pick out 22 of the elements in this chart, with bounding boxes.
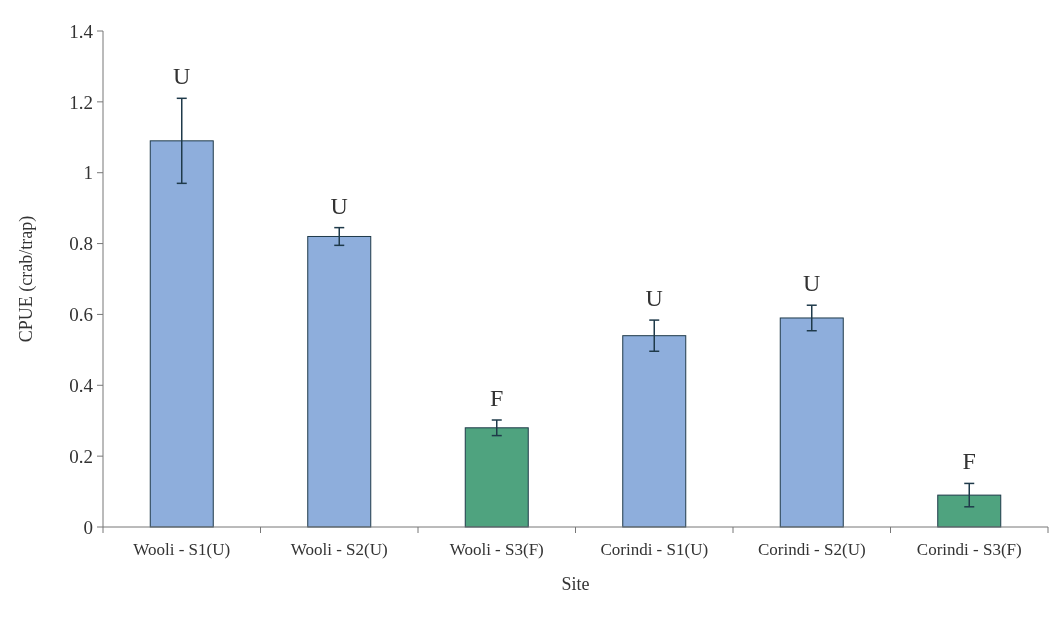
y-tick-label: 0: [83, 516, 93, 538]
x-tick-label: Corindi - S2(U): [757, 540, 866, 559]
data-label: U: [330, 192, 348, 219]
x-tick-label: Wooli - S2(U): [290, 540, 388, 559]
y-tick-label: 0.8: [69, 233, 93, 255]
data-label: F: [490, 385, 504, 412]
y-tick-label: 0.2: [69, 445, 93, 467]
data-label: F: [962, 448, 976, 475]
y-tick-label: 1.4: [69, 20, 94, 42]
x-tick-label: Corindi - S3(F): [916, 540, 1022, 559]
x-tick-label: Wooli - S1(U): [133, 540, 231, 559]
y-axis-title: CPUE (crab/trap): [16, 215, 37, 343]
data-label: U: [803, 270, 821, 297]
x-tick-label: Wooli - S3(F): [449, 540, 544, 559]
y-tick-label: 0.6: [69, 304, 93, 326]
data-label: U: [645, 285, 663, 312]
y-tick-label: 1.2: [69, 91, 93, 113]
x-axis-title: Site: [561, 574, 590, 594]
x-tick-label: Corindi - S1(U): [600, 540, 709, 559]
y-tick-label: 0.4: [69, 374, 94, 396]
y-tick-label: 1: [83, 162, 93, 184]
data-label: U: [173, 63, 191, 90]
